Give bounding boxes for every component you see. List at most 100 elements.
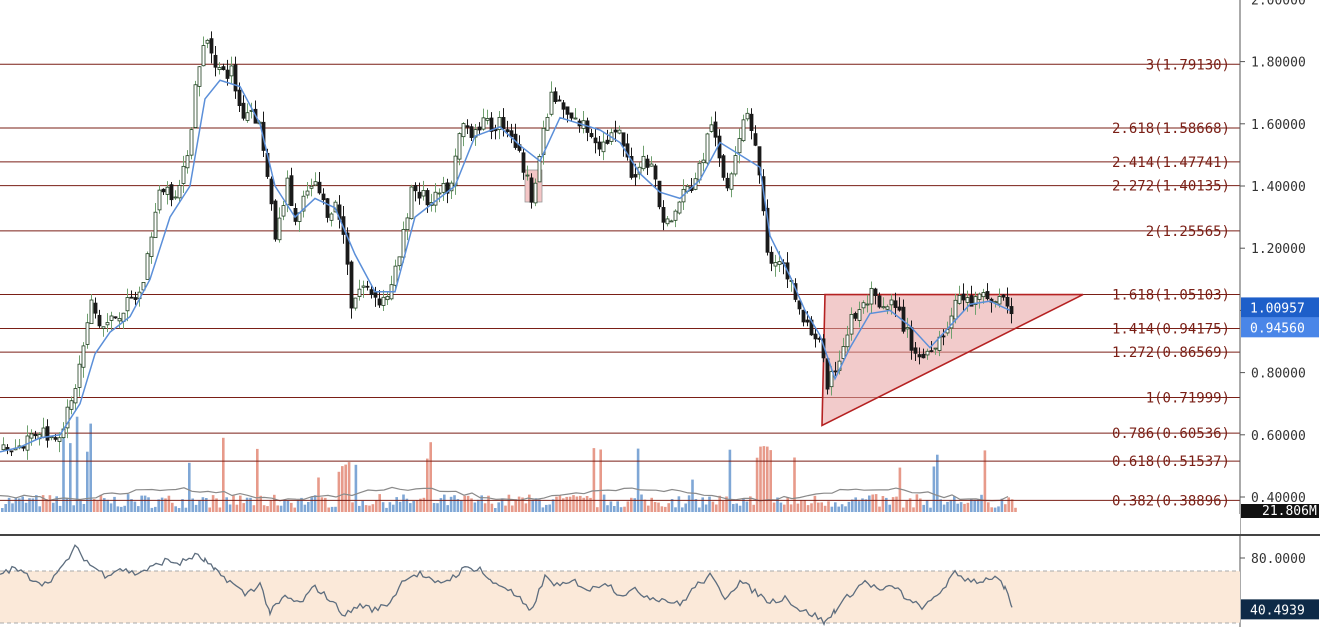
volume-bar: [351, 502, 354, 512]
volume-bar: [18, 498, 21, 512]
volume-bar: [861, 498, 864, 512]
volume-bar: [956, 503, 959, 512]
fib-level-label: 1.272(0.86569): [1112, 345, 1230, 361]
volume-bar: [1010, 499, 1014, 512]
volume-bar: [983, 450, 987, 512]
volume-bar: [898, 467, 902, 512]
volume-bar: [670, 499, 674, 512]
candle-body: [665, 218, 670, 225]
fib-level-label: 0.618(0.51537): [1112, 454, 1230, 470]
volume-bar: [878, 506, 881, 512]
volume-bar: [334, 506, 337, 512]
axis-tick-label: 1.60000: [1251, 118, 1306, 133]
volume-bar: [786, 497, 789, 512]
candle-body: [317, 181, 322, 194]
volume-bar: [844, 506, 847, 512]
candle-body: [701, 159, 706, 164]
volume-bar: [517, 496, 521, 512]
volume-bar: [52, 502, 55, 512]
candle-body: [165, 186, 170, 195]
volume-bar: [857, 501, 861, 512]
volume-bar: [65, 497, 69, 512]
volume-bar: [483, 503, 487, 512]
volume-bar: [922, 504, 925, 512]
candle-body: [321, 193, 326, 201]
volume-bar: [341, 466, 344, 512]
candle-body: [57, 437, 62, 442]
volume-bar: [398, 501, 402, 512]
volume-bar: [436, 503, 439, 512]
volume-bar: [891, 497, 895, 512]
candle-body: [617, 129, 622, 134]
volume-bar: [970, 499, 973, 512]
volume-bar: [14, 497, 18, 512]
volume-bar: [470, 498, 473, 512]
candle-body: [305, 190, 310, 196]
candle-body: [437, 192, 442, 195]
candle-body: [217, 67, 222, 71]
candle-body: [777, 261, 782, 265]
volume-bar: [925, 500, 929, 512]
candle-body: [345, 232, 350, 265]
volume-bar: [725, 496, 728, 512]
volume-bar: [449, 496, 453, 512]
candle-body: [105, 322, 110, 326]
volume-bar: [895, 496, 898, 512]
volume-bar: [721, 501, 725, 512]
volume-bar: [953, 496, 956, 512]
volume-bar: [585, 496, 589, 512]
volume-bar: [313, 495, 317, 512]
price-tag-label: 0.94560: [1250, 321, 1305, 336]
candle-body: [669, 220, 674, 223]
candle-body: [377, 298, 382, 306]
volume-bar: [79, 500, 82, 512]
volume-bar: [531, 499, 534, 512]
candle-body: [985, 291, 990, 300]
volume-bar: [881, 496, 885, 512]
candle-body: [441, 182, 446, 193]
volume-bar: [28, 498, 31, 512]
volume-bar: [116, 506, 120, 512]
candle-body: [929, 350, 934, 352]
volume-bar: [300, 497, 303, 512]
candle-body: [873, 288, 878, 296]
candle-body: [397, 256, 402, 267]
volume-bar: [810, 503, 813, 512]
volume-bar: [1000, 498, 1004, 512]
volume-bar: [456, 499, 460, 512]
fibonacci-levels: 3(1.79130) 2.618(1.58668) 2.414(1.47741) 2.…: [0, 57, 1240, 509]
volume-bar: [358, 505, 361, 512]
volume-bar: [772, 502, 776, 512]
volume-bar: [276, 505, 279, 512]
candle-body: [149, 236, 154, 257]
volume-bar: [796, 503, 800, 512]
candle-body: [169, 184, 174, 201]
volume-bar: [38, 506, 41, 512]
volume-bar: [738, 505, 742, 512]
volume-bar: [538, 499, 541, 512]
volume-bar: [606, 505, 609, 512]
volume-bar: [1007, 497, 1010, 512]
candle-body: [721, 155, 726, 178]
volume-bar: [426, 458, 429, 512]
volume-bar: [184, 507, 188, 512]
volume-bar: [976, 499, 980, 512]
rsi-line: [0, 544, 1013, 626]
candle-body: [473, 129, 478, 138]
candle-body: [973, 296, 978, 305]
candle-body: [565, 106, 570, 115]
volume-bar: [847, 501, 851, 512]
volume-bar: [235, 504, 239, 512]
volume-bar: [286, 500, 290, 512]
volume-bar: [500, 498, 504, 512]
candle-body: [101, 326, 106, 329]
volume-bar: [72, 505, 75, 512]
moving-average-line: [0, 79, 1011, 453]
fib-level-label: 1(0.71999): [1146, 390, 1230, 406]
candle-body: [125, 297, 130, 312]
candle-body: [849, 314, 854, 335]
candle-body: [349, 261, 354, 309]
volume-bar: [681, 507, 684, 512]
candle-body: [525, 174, 530, 177]
